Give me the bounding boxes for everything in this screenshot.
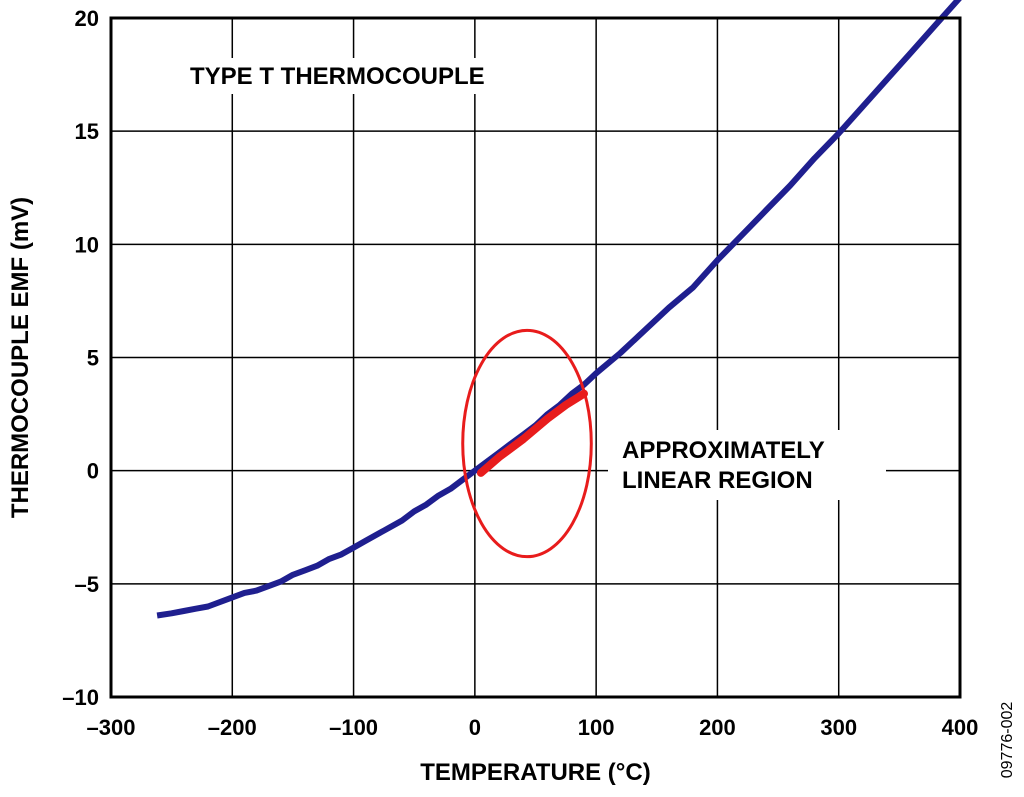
plot-frame — [109, 16, 962, 699]
grid — [110, 17, 961, 698]
x-axis-title: TEMPERATURE (°C) — [420, 759, 650, 786]
x-tick-label: 100 — [578, 715, 615, 740]
curves — [156, 0, 962, 619]
x-tick-label: 200 — [699, 715, 736, 740]
y-tick-label: 20 — [75, 6, 99, 31]
annotation-line-1: APPROXIMATELY — [622, 437, 825, 464]
x-tick-label: –200 — [208, 715, 257, 740]
y-tick-label: –10 — [62, 685, 99, 710]
figure-id: 09776-002 — [999, 702, 1016, 779]
x-tick-label: 400 — [942, 715, 979, 740]
tick-labels: –300 –200 –100 0 100 200 300 400 –10 –5 0 5 10 15 20 — [62, 6, 978, 740]
emf-curve — [156, 0, 962, 619]
linear-region-highlight — [461, 328, 593, 559]
annotation-background — [608, 430, 886, 500]
y-tick-label: –5 — [75, 572, 99, 597]
y-tick-label: 0 — [87, 459, 99, 484]
y-axis-title: THERMOCOUPLE EMF (mV) — [7, 197, 34, 518]
title-background — [178, 58, 548, 94]
linear-segment — [476, 389, 588, 477]
chart-title: TYPE T THERMOCOUPLE — [190, 63, 485, 90]
annotation-line-2: LINEAR REGION — [622, 467, 813, 494]
highlight-ellipse — [461, 328, 593, 559]
x-tick-label: –300 — [87, 715, 136, 740]
y-tick-label: 10 — [75, 232, 99, 257]
y-tick-label: 5 — [87, 346, 99, 371]
y-tick-label: 15 — [75, 119, 99, 144]
x-tick-label: 0 — [469, 715, 481, 740]
x-tick-label: –100 — [329, 715, 378, 740]
x-tick-label: 300 — [820, 715, 857, 740]
